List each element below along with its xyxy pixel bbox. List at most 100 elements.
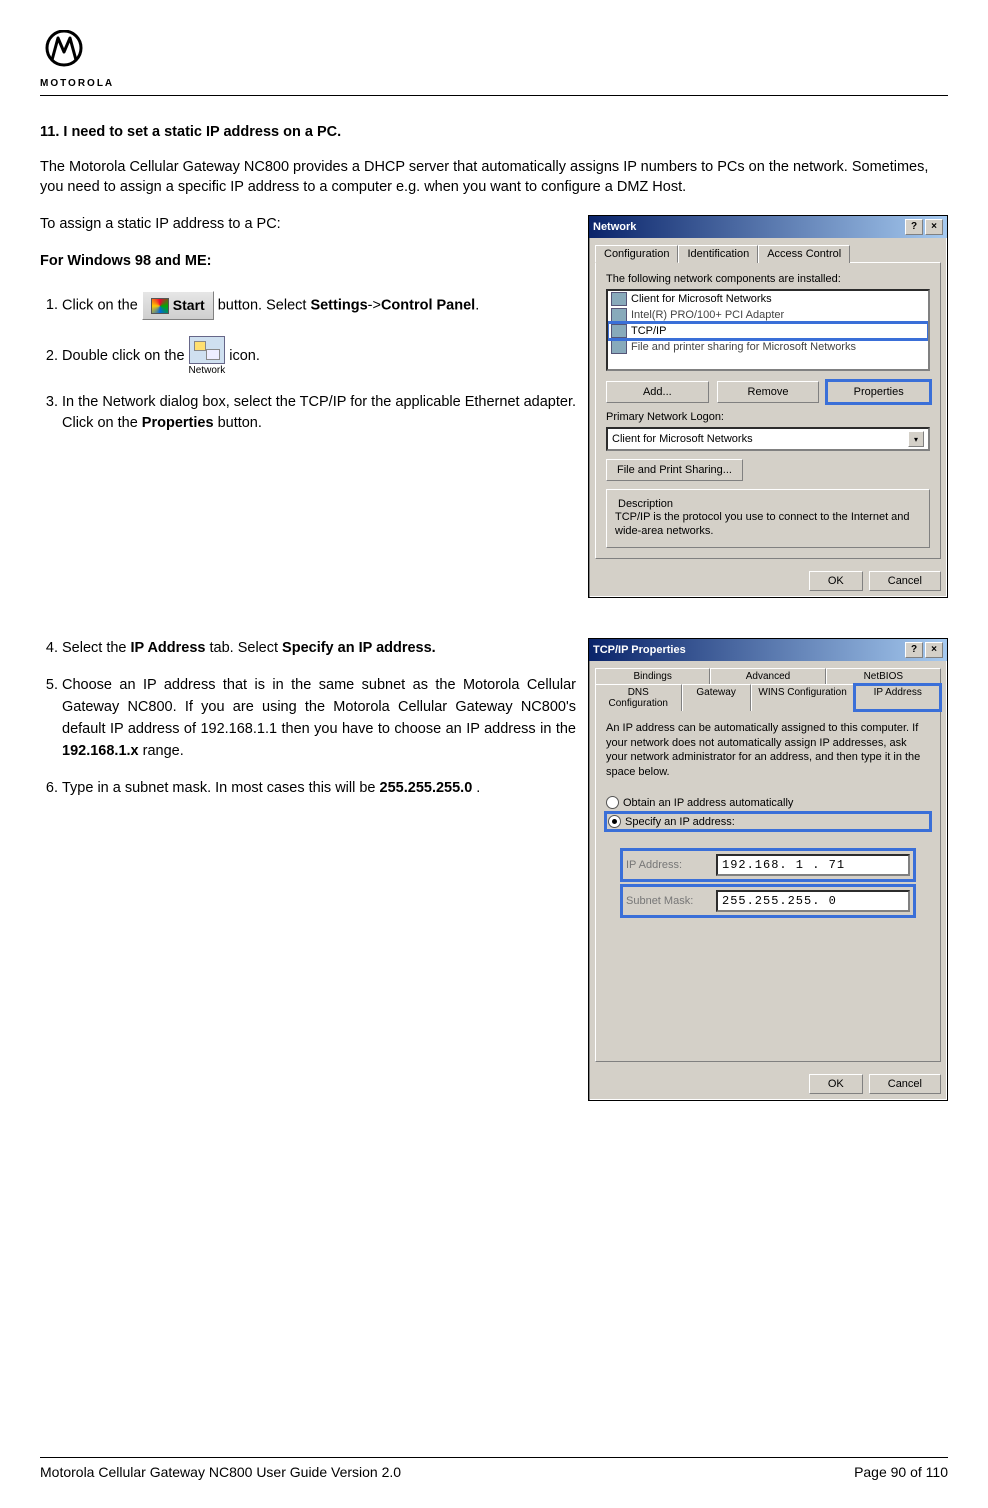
network-title: Network [593, 221, 636, 233]
step-4-b: tab. Select [210, 640, 283, 656]
network-icon: Network [189, 336, 226, 376]
description-label: Description [615, 498, 676, 510]
step-2: Double click on the Network icon. [62, 336, 576, 376]
radio-auto[interactable] [606, 796, 619, 809]
start-button-label: Start [173, 297, 205, 313]
header-rule [40, 95, 948, 96]
remove-button[interactable]: Remove [717, 381, 820, 403]
tab-wins[interactable]: WINS Configuration [751, 684, 855, 711]
description-text: TCP/IP is the protocol you use to connec… [615, 510, 921, 539]
mask-input[interactable]: 255.255.255. 0 [716, 890, 910, 912]
footer-right: Page 90 of 110 [854, 1464, 948, 1480]
step-5-b: range. [143, 743, 184, 759]
step-3: In the Network dialog box, select the TC… [62, 392, 576, 436]
question-number: 11. [40, 124, 59, 140]
step-1-text-b: button. Select [218, 297, 311, 313]
step-2-text-b: icon. [229, 348, 260, 364]
brand-text: MOTOROLA [40, 78, 948, 89]
step-5-range: 192.168.1.x [62, 743, 139, 759]
tab-gateway[interactable]: Gateway [682, 684, 751, 711]
properties-button[interactable]: Properties [827, 381, 930, 403]
step-1-arrow: -> [368, 297, 381, 313]
network-icon-label: Network [189, 365, 226, 376]
subnet-mask-field: Subnet Mask: 255.255.255. 0 [622, 886, 914, 916]
step-6: Type in a subnet mask. In most cases thi… [62, 778, 576, 800]
os-heading: For Windows 98 and ME: [40, 253, 576, 269]
step-3-text-a: In the Network dialog box, select the TC… [62, 394, 576, 432]
tcpip-titlebar: TCP/IP Properties ? × [589, 639, 947, 661]
network-dialog: Network ? × Configuration Identification… [588, 215, 948, 598]
tab-bindings[interactable]: Bindings [595, 668, 710, 684]
help-button[interactable]: ? [905, 219, 923, 235]
close-button[interactable]: × [925, 219, 943, 235]
radio-specify-row[interactable]: Specify an IP address: [606, 813, 930, 830]
list-item: Intel(R) PRO/100+ PCI Adapter [608, 307, 928, 323]
step-3-text-b: button. [218, 415, 262, 431]
list-item: Client for Microsoft Networks [608, 291, 928, 307]
components-list[interactable]: Client for Microsoft Networks Intel(R) P… [606, 289, 930, 371]
radio-specify[interactable] [608, 815, 621, 828]
step-2-text-a: Double click on the [62, 348, 189, 364]
step-1-control-panel: Control Panel [381, 297, 475, 313]
brand-logo: MOTOROLA [40, 30, 948, 89]
protocol-icon [611, 324, 627, 338]
step-1-period: . [475, 297, 479, 313]
question-heading: 11. I need to set a static IP address on… [40, 124, 948, 140]
tcpip-title: TCP/IP Properties [593, 644, 686, 656]
windows-flag-icon [151, 298, 169, 314]
logon-value: Client for Microsoft Networks [612, 433, 753, 445]
logon-label: Primary Network Logon: [606, 411, 930, 423]
ip-address-field: IP Address: 192.168. 1 . 71 [622, 850, 914, 880]
radio-auto-label: Obtain an IP address automatically [623, 797, 793, 809]
client-icon [611, 292, 627, 306]
step-6-b: . [476, 780, 480, 796]
step-4: Select the IP Address tab. Select Specif… [62, 638, 576, 660]
network-tabs: Configuration Identification Access Cont… [589, 238, 947, 262]
description-group: Description TCP/IP is the protocol you u… [606, 489, 930, 548]
radio-auto-row[interactable]: Obtain an IP address automatically [606, 796, 930, 809]
step-3-properties: Properties [142, 415, 214, 431]
step-5: Choose an IP address that is in the same… [62, 675, 576, 762]
file-print-sharing-button[interactable]: File and Print Sharing... [606, 459, 743, 481]
tab-identification[interactable]: Identification [678, 245, 758, 263]
components-label: The following network components are ins… [606, 273, 930, 285]
cancel-button[interactable]: Cancel [869, 571, 941, 591]
logon-dropdown[interactable]: Client for Microsoft Networks ▾ [606, 427, 930, 451]
ok-button[interactable]: OK [809, 1074, 863, 1094]
step-4-a: Select the [62, 640, 131, 656]
close-button[interactable]: × [925, 642, 943, 658]
step-4-ip-address: IP Address [131, 640, 206, 656]
step-6-mask: 255.255.255.0 [380, 780, 473, 796]
tab-access-control[interactable]: Access Control [758, 245, 850, 263]
help-button[interactable]: ? [905, 642, 923, 658]
tab-ip-address[interactable]: IP Address [854, 684, 941, 711]
cancel-button[interactable]: Cancel [869, 1074, 941, 1094]
tcpip-tabs: Bindings Advanced NetBIOS DNS Configurat… [589, 661, 947, 710]
ip-label: IP Address: [626, 859, 706, 871]
step-4-specify: Specify an IP address. [282, 640, 436, 656]
intro-paragraph: The Motorola Cellular Gateway NC800 prov… [40, 158, 948, 197]
tab-netbios[interactable]: NetBIOS [826, 668, 941, 684]
start-button: Start [142, 291, 214, 320]
step-1-settings: Settings [310, 297, 367, 313]
footer-left: Motorola Cellular Gateway NC800 User Gui… [40, 1464, 401, 1480]
ok-button[interactable]: OK [809, 571, 863, 591]
mask-label: Subnet Mask: [626, 895, 706, 907]
list-item: File and printer sharing for Microsoft N… [608, 339, 928, 355]
step-5-a: Choose an IP address that is in the same… [62, 677, 576, 737]
page-footer: Motorola Cellular Gateway NC800 User Gui… [40, 1457, 948, 1480]
service-icon [611, 340, 627, 354]
network-titlebar: Network ? × [589, 216, 947, 238]
tab-advanced[interactable]: Advanced [710, 668, 825, 684]
tcpip-dialog: TCP/IP Properties ? × Bindings Advanced … [588, 638, 948, 1101]
step-1-text-a: Click on the [62, 297, 142, 313]
adapter-icon [611, 308, 627, 322]
ip-input[interactable]: 192.168. 1 . 71 [716, 854, 910, 876]
list-item-tcpip[interactable]: TCP/IP [608, 323, 928, 339]
assign-line: To assign a static IP address to a PC: [40, 215, 576, 235]
radio-specify-label: Specify an IP address: [625, 816, 735, 828]
tab-dns[interactable]: DNS Configuration [595, 684, 682, 711]
network-icon-image [189, 336, 225, 364]
add-button[interactable]: Add... [606, 381, 709, 403]
tab-configuration[interactable]: Configuration [595, 245, 678, 263]
